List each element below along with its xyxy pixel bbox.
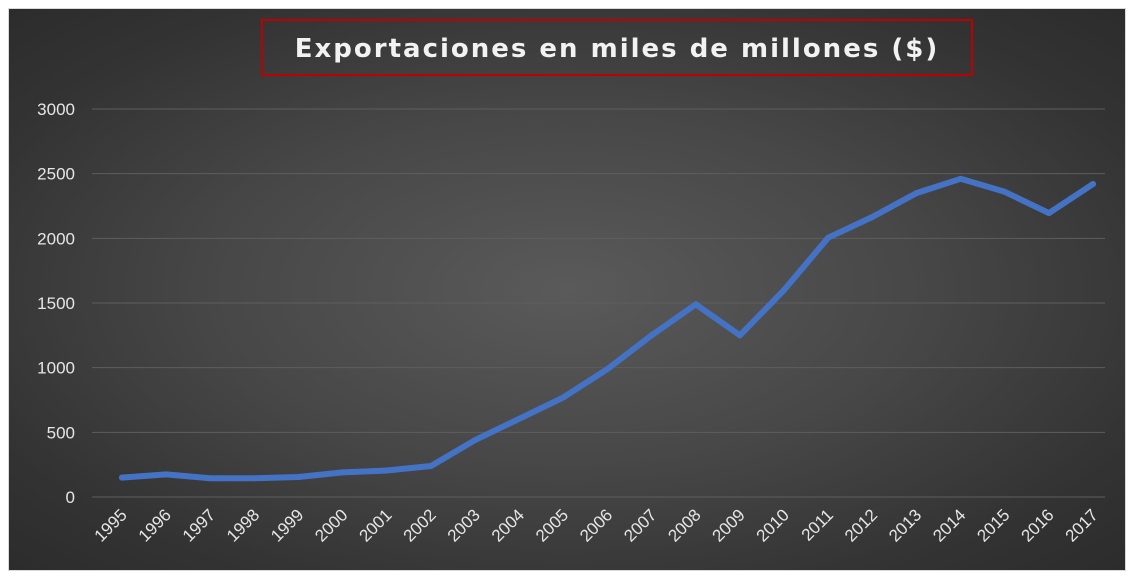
y-axis-tick-labels: 0 500 1000 1500 2000 2500 3000 [37, 100, 75, 507]
x-tick-label: 2004 [488, 505, 528, 545]
data-point [736, 332, 743, 339]
data-point [825, 234, 832, 241]
data-point [1001, 188, 1008, 195]
y-tick-label: 500 [47, 423, 75, 442]
y-tick-label: 2500 [37, 165, 75, 184]
data-point [692, 301, 699, 308]
x-axis-tick-labels: 1995 1996 1997 1998 1999 2000 2001 2002 2003 2004… [91, 505, 1102, 545]
data-point [604, 365, 611, 372]
data-point [913, 190, 920, 197]
data-point [1045, 210, 1052, 217]
gridlines [92, 108, 1105, 498]
data-point [163, 471, 170, 478]
x-tick-label: 2010 [753, 505, 793, 545]
data-point [560, 394, 567, 401]
x-tick-label: 1999 [267, 505, 307, 545]
x-tick-label: 2016 [1018, 505, 1058, 545]
data-point [339, 469, 346, 476]
data-point [648, 332, 655, 339]
y-tick-label: 3000 [37, 100, 75, 119]
x-tick-label: 2011 [798, 505, 837, 544]
y-tick-label: 1500 [37, 294, 75, 313]
y-tick-label: 2000 [37, 229, 75, 248]
x-tick-label: 2003 [444, 505, 484, 545]
x-tick-label: 2014 [929, 505, 969, 545]
x-tick-label: 2009 [709, 505, 749, 545]
data-point [1090, 181, 1096, 188]
data-point [427, 462, 434, 469]
x-tick-label: 2012 [841, 505, 881, 545]
y-tick-label: 0 [66, 488, 75, 507]
x-tick-label: 1998 [223, 505, 263, 545]
x-tick-label: 1995 [91, 505, 131, 545]
y-tick-label: 1000 [37, 359, 75, 378]
x-tick-label: 2000 [311, 505, 351, 545]
x-tick-label: 2007 [620, 505, 660, 545]
data-point [295, 473, 302, 480]
x-tick-label: 2001 [355, 505, 395, 545]
data-point [516, 415, 523, 422]
x-tick-label: 2002 [400, 505, 440, 545]
data-point [207, 475, 214, 482]
data-point [957, 175, 964, 182]
x-tick-label: 2005 [532, 505, 572, 545]
title-box [261, 19, 973, 76]
series-line [119, 175, 1096, 482]
x-tick-label: 2017 [1062, 505, 1102, 545]
chart-title: Exportaciones en miles de millones ($) [295, 34, 939, 64]
x-tick-label: 2015 [973, 505, 1013, 545]
x-tick-label: 2013 [885, 505, 925, 545]
series-layer [119, 175, 1096, 482]
data-point [119, 474, 125, 481]
data-point [383, 467, 390, 474]
data-point [781, 287, 788, 294]
data-point [251, 475, 258, 482]
x-tick-label: 1997 [179, 505, 219, 545]
x-tick-label: 2006 [576, 505, 616, 545]
x-tick-label: 1996 [135, 505, 175, 545]
x-tick-label: 2008 [664, 505, 704, 545]
data-point [869, 213, 876, 220]
data-point [472, 437, 479, 444]
